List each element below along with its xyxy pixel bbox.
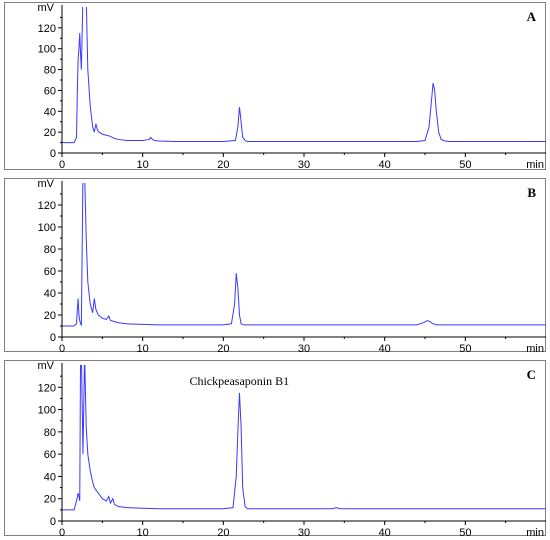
chromatogram-trace xyxy=(62,183,546,327)
panel-letter: A xyxy=(527,9,537,24)
y-tick-label: 60 xyxy=(44,85,56,97)
y-tick-label: 40 xyxy=(44,106,56,118)
x-tick-label: 20 xyxy=(217,343,229,355)
x-tick-label: 30 xyxy=(298,343,310,355)
panel-frame xyxy=(4,360,546,536)
chromatogram-trace xyxy=(62,7,546,144)
chart-panel-b: 0 20 40 60 80 100 120 0 10 20 30 40 50 mV min B xyxy=(4,178,546,355)
x-tick-label: 20 xyxy=(217,159,229,171)
x-tick-label: 10 xyxy=(137,527,149,539)
y-tick-label: 40 xyxy=(44,288,56,300)
x-tick-label: 50 xyxy=(459,343,471,355)
y-tick-label: 120 xyxy=(38,23,56,35)
x-tick-label: 30 xyxy=(298,527,310,539)
y-tick-label: 0 xyxy=(50,332,56,344)
y-unit-label: mV xyxy=(38,2,55,14)
y-unit-label: mV xyxy=(38,178,55,190)
x-tick-label: 50 xyxy=(459,527,471,539)
x-tick-label: 0 xyxy=(59,343,65,355)
y-tick-label: 0 xyxy=(50,516,56,528)
y-tick-label: 60 xyxy=(44,449,56,461)
x-tick-label: 50 xyxy=(459,159,471,171)
chromatogram-trace xyxy=(62,365,546,511)
panel-letter: B xyxy=(527,185,536,200)
x-tick-label: 10 xyxy=(137,343,149,355)
chart-panel-a: 0 20 40 60 80 100 120 0 10 20 30 40 50 mV min A xyxy=(4,2,546,171)
y-tick-label: 80 xyxy=(44,244,56,256)
y-tick-label: 20 xyxy=(44,494,56,506)
x-tick-label: 40 xyxy=(379,343,391,355)
y-tick-label: 100 xyxy=(38,222,56,234)
chart-panel-c: 0 20 40 60 80 100 120 0 10 20 30 40 50 mV min C Chickpea… xyxy=(4,360,546,539)
x-unit-label: min xyxy=(526,159,544,171)
peak-annotation: Chickpeasaponin B1 xyxy=(189,374,289,388)
y-tick-label: 20 xyxy=(44,127,56,139)
panel-frame xyxy=(4,178,546,352)
x-tick-label: 30 xyxy=(298,159,310,171)
x-unit-label: min xyxy=(526,343,544,355)
y-tick-label: 60 xyxy=(44,266,56,278)
y-tick-label: 40 xyxy=(44,471,56,483)
y-unit-label: mV xyxy=(38,360,55,372)
x-unit-label: min xyxy=(526,527,544,539)
panel-letter: C xyxy=(527,367,536,382)
x-tick-label: 20 xyxy=(217,527,229,539)
panel-frame xyxy=(4,2,546,170)
x-tick-label: 0 xyxy=(59,527,65,539)
y-tick-label: 120 xyxy=(38,382,56,394)
x-tick-label: 0 xyxy=(59,159,65,171)
y-tick-label: 20 xyxy=(44,310,56,322)
y-tick-label: 120 xyxy=(38,200,56,212)
y-tick-label: 0 xyxy=(50,148,56,160)
x-tick-label: 40 xyxy=(379,527,391,539)
y-tick-label: 100 xyxy=(38,405,56,417)
x-tick-label: 10 xyxy=(137,159,149,171)
y-tick-label: 80 xyxy=(44,427,56,439)
y-tick-label: 80 xyxy=(44,65,56,77)
x-tick-label: 40 xyxy=(379,159,391,171)
y-tick-label: 100 xyxy=(38,44,56,56)
